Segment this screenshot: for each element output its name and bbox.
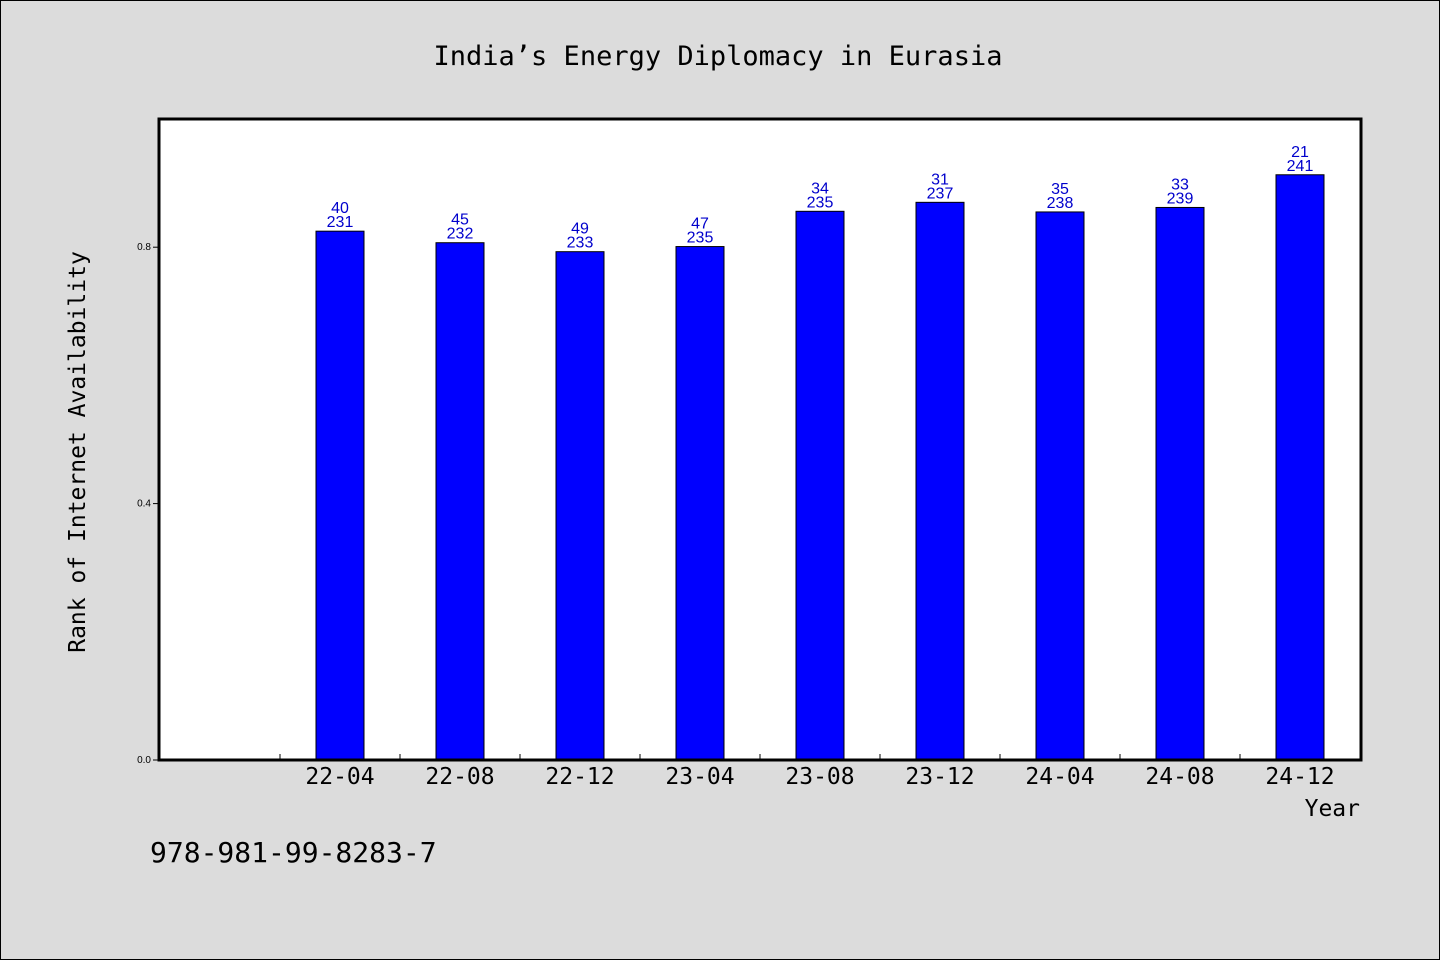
y-tick-label: 0.8 bbox=[137, 242, 151, 253]
bar-label-bottom: 233 bbox=[567, 235, 594, 252]
x-tick-label: 24-12 bbox=[1265, 764, 1334, 790]
x-tick-label: 22-12 bbox=[545, 764, 614, 790]
bar-label-bottom: 235 bbox=[807, 194, 834, 211]
bar-23-12 bbox=[915, 201, 965, 761]
bar-label-bottom: 238 bbox=[1047, 195, 1074, 212]
bar-label-top: 49 bbox=[571, 221, 589, 238]
plot-border bbox=[157, 117, 1363, 762]
y-tick-label: 0.0 bbox=[137, 755, 151, 766]
bar-label-bottom: 231 bbox=[327, 214, 354, 231]
y-axis-label: Rank of Internet Availability bbox=[65, 251, 91, 653]
bar-label-bottom: 232 bbox=[447, 226, 474, 243]
y-tick-label: 0.4 bbox=[137, 499, 151, 510]
bar-22-08 bbox=[435, 242, 485, 761]
bar-24-12 bbox=[1275, 174, 1325, 761]
x-tick-label: 22-08 bbox=[425, 764, 494, 790]
bar-label-bottom: 235 bbox=[687, 230, 714, 247]
bar-label-top: 33 bbox=[1171, 176, 1189, 193]
bar-label-top: 45 bbox=[451, 212, 469, 229]
bar-24-04 bbox=[1035, 211, 1085, 761]
x-tick-label: 22-04 bbox=[305, 764, 374, 790]
bar-22-12 bbox=[555, 251, 605, 761]
x-tick-label: 24-04 bbox=[1025, 764, 1094, 790]
chart-title: India’s Energy Diplomacy in Eurasia bbox=[434, 41, 1003, 72]
bar-label-top: 40 bbox=[331, 200, 349, 217]
bar-label-top: 34 bbox=[811, 180, 829, 197]
bar-23-04 bbox=[675, 246, 725, 761]
bar-label-top: 21 bbox=[1291, 144, 1309, 161]
bar-label-bottom: 237 bbox=[927, 185, 954, 202]
x-tick-label: 23-04 bbox=[665, 764, 734, 790]
x-tick-label: 23-12 bbox=[905, 764, 974, 790]
isbn-footer: 978-981-99-8283-7 bbox=[150, 836, 437, 869]
bar-label-top: 35 bbox=[1051, 181, 1069, 198]
bar-23-08 bbox=[795, 210, 845, 761]
x-tick-label: 24-08 bbox=[1145, 764, 1214, 790]
bar-label-bottom: 239 bbox=[1167, 190, 1194, 207]
y-axis-ticks: 0.0 0.4 0.8 bbox=[137, 242, 159, 766]
bar-24-08 bbox=[1155, 206, 1205, 761]
bar-22-04 bbox=[315, 230, 365, 761]
bar-label-top: 31 bbox=[931, 171, 949, 188]
x-axis-ticks: 22-04 22-08 22-12 23-04 23-08 23-12 24-04 24-08… bbox=[279, 754, 1361, 790]
bar-label-top: 47 bbox=[691, 216, 709, 233]
x-axis-label: Year bbox=[1305, 796, 1360, 822]
x-tick-label: 23-08 bbox=[785, 764, 854, 790]
bar-label-bottom: 241 bbox=[1287, 158, 1314, 175]
